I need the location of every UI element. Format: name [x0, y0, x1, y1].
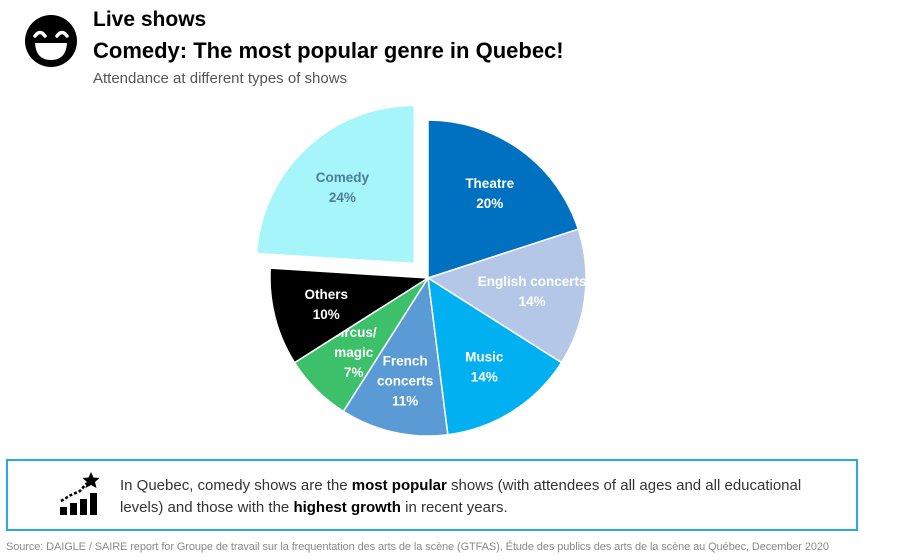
slice-label-others: Others 10% [305, 287, 349, 322]
source-citation: Source: DAIGLE / SAIRE report for Groupe… [6, 541, 829, 553]
slice-label-comedy: Comedy 24% [316, 170, 370, 205]
slice-label-english-concerts: English concerts 14% [478, 274, 587, 309]
slice-value-label: 24% [329, 190, 356, 205]
insight-callout: In Quebec, comedy shows are the most pop… [6, 459, 858, 531]
slice-category-label: Others [305, 287, 349, 302]
pie-slice-others [269, 267, 431, 364]
slice-category-label: English concerts [478, 274, 587, 289]
note-text-3: in recent years. [400, 499, 508, 516]
pie-slice-comedy [255, 104, 416, 265]
insight-text: In Quebec, comedy shows are the most pop… [120, 475, 840, 519]
slice-value-label: 14% [471, 370, 498, 385]
slice-value-label: 11% [392, 393, 418, 408]
slice-value-label: 14% [519, 294, 546, 309]
slice-category-label: Music [465, 350, 504, 365]
slice-label-theatre: Theatre 20% [465, 176, 514, 211]
slice-category-label: French [383, 353, 428, 368]
slice-category-label: concerts [377, 373, 433, 388]
pie-slice-english-concerts [426, 228, 587, 364]
pie-slice-music [427, 276, 563, 436]
pie-slice-french-concerts [342, 275, 449, 437]
slice-label-french-concerts: French concerts 11% [377, 353, 433, 408]
pie-slice-theatre [427, 119, 580, 280]
slice-label-music: Music 14% [465, 350, 504, 385]
slice-value-label: 7% [344, 365, 364, 380]
growth-chart-star-icon [60, 472, 100, 515]
kicker-title: Live shows [93, 8, 207, 31]
slice-value-label: 10% [313, 307, 340, 322]
note-bold-most-popular: most popular [351, 477, 447, 494]
chart-subtitle: Attendance at different types of shows [93, 70, 348, 87]
slice-category-label: magic [334, 345, 374, 360]
note-text-2: shows (with attendees of all ages and al… [120, 477, 802, 516]
slice-category-label: Comedy [316, 170, 370, 185]
slice-category-label: Theatre [465, 176, 514, 191]
laughing-face-icon [25, 15, 77, 67]
note-bold-highest-growth: highest growth [293, 499, 401, 516]
note-text-1: In Quebec, comedy shows are the [120, 477, 352, 494]
page-title: Comedy: The most popular genre in Quebec… [93, 38, 564, 63]
slice-value-label: 20% [476, 196, 503, 211]
